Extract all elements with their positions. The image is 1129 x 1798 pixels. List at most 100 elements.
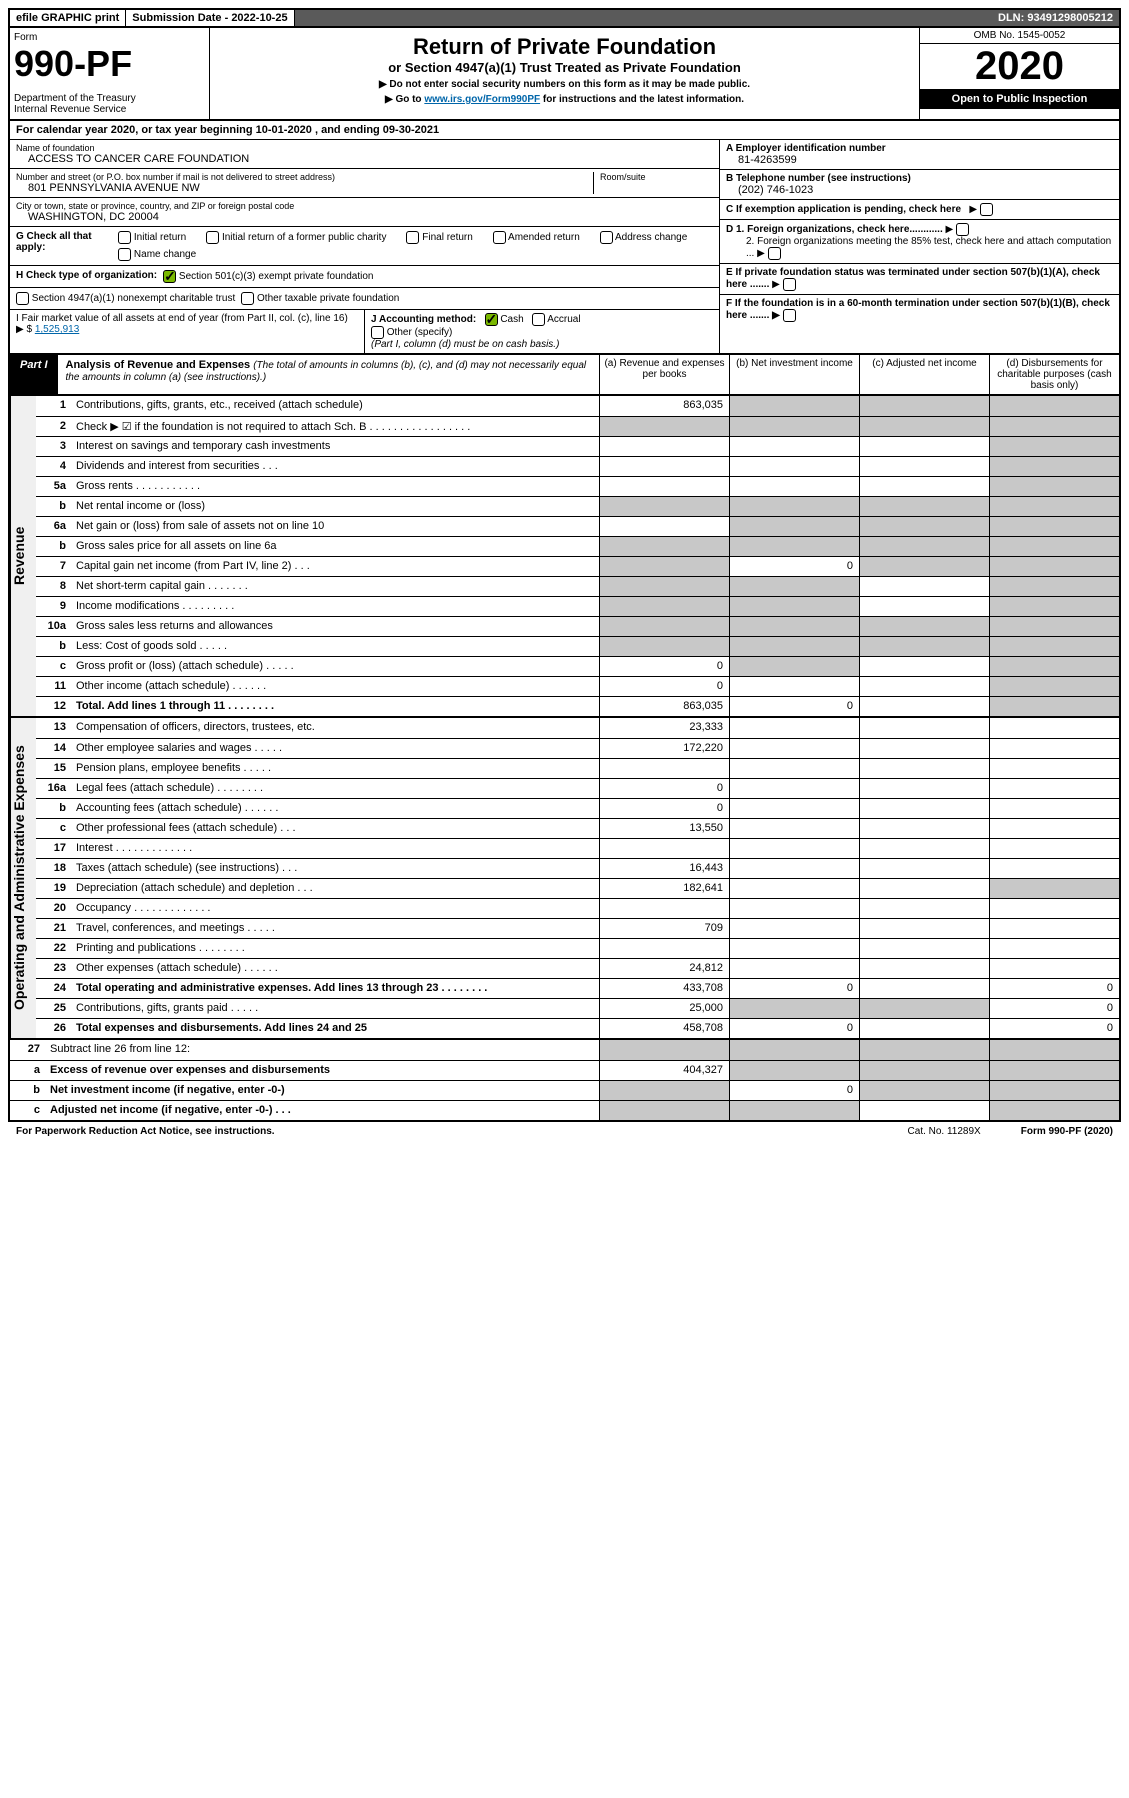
value-cell-a	[599, 417, 729, 436]
value-cell-c	[859, 557, 989, 576]
value-cell-b: 0	[729, 1019, 859, 1038]
line-number: 1	[36, 396, 72, 416]
line-number: c	[10, 1101, 46, 1120]
checkbox[interactable]	[16, 292, 29, 305]
value-cell-c	[859, 497, 989, 516]
value-cell-a	[599, 537, 729, 556]
checkbox[interactable]	[118, 231, 131, 244]
value-cell-d: 0	[989, 999, 1119, 1018]
value-cell-d	[989, 919, 1119, 938]
table-row: 18Taxes (attach schedule) (see instructi…	[36, 858, 1119, 878]
g-check-row: G Check all that apply: Initial return I…	[10, 227, 719, 266]
g-opt: Name change	[118, 248, 196, 261]
value-cell-d	[989, 939, 1119, 958]
checkbox[interactable]	[956, 223, 969, 236]
line-number: 6a	[36, 517, 72, 536]
line-number: 18	[36, 859, 72, 878]
checkbox[interactable]	[783, 278, 796, 291]
checkbox[interactable]	[768, 247, 781, 260]
value-cell-d	[989, 637, 1119, 656]
checkbox[interactable]	[406, 231, 419, 244]
line-text: Less: Cost of goods sold . . . . .	[72, 637, 599, 656]
line-text: Occupancy . . . . . . . . . . . . .	[72, 899, 599, 918]
checkbox[interactable]	[783, 309, 796, 322]
checkbox[interactable]	[206, 231, 219, 244]
line-number: 17	[36, 839, 72, 858]
value-cell-c	[859, 779, 989, 798]
value-cell-a: 404,327	[599, 1061, 729, 1080]
value-cell-a	[599, 759, 729, 778]
checkbox[interactable]	[118, 248, 131, 261]
value-cell-d	[989, 577, 1119, 596]
line-number: b	[36, 637, 72, 656]
value-cell-a	[599, 557, 729, 576]
table-row: 27Subtract line 26 from line 12:	[10, 1040, 1119, 1060]
j-cell: J Accounting method: Cash Accrual Other …	[364, 310, 719, 353]
line-text: Total operating and administrative expen…	[72, 979, 599, 998]
form-label: Form	[14, 32, 205, 43]
part1-table: Revenue 1Contributions, gifts, grants, e…	[8, 396, 1121, 1122]
value-cell-a	[599, 517, 729, 536]
line-text: Net short-term capital gain . . . . . . …	[72, 577, 599, 596]
line-text: Check ▶ ☑ if the foundation is not requi…	[72, 417, 599, 436]
value-cell-a: 182,641	[599, 879, 729, 898]
foundation-name-cell: Name of foundation ACCESS TO CANCER CARE…	[10, 140, 719, 169]
city-cell: City or town, state or province, country…	[10, 198, 719, 227]
line-number: 23	[36, 959, 72, 978]
value-cell-b	[729, 637, 859, 656]
instr-2: ▶ Go to www.irs.gov/Form990PF for instru…	[216, 94, 913, 105]
value-cell-c	[859, 739, 989, 758]
checkbox-checked[interactable]	[163, 270, 176, 283]
value-cell-b	[729, 457, 859, 476]
value-cell-d	[989, 879, 1119, 898]
checkbox[interactable]	[493, 231, 506, 244]
value-cell-a: 863,035	[599, 396, 729, 416]
top-bar: efile GRAPHIC print Submission Date - 20…	[8, 8, 1121, 28]
checkbox[interactable]	[600, 231, 613, 244]
line-text: Gross profit or (loss) (attach schedule)…	[72, 657, 599, 676]
form-number: 990-PF	[14, 43, 205, 85]
line-text: Gross rents . . . . . . . . . . .	[72, 477, 599, 496]
value-cell-b	[729, 939, 859, 958]
efile-label: efile GRAPHIC print	[10, 10, 126, 26]
value-cell-b: 0	[729, 557, 859, 576]
expenses-side-label: Operating and Administrative Expenses	[10, 718, 36, 1038]
value-cell-d	[989, 437, 1119, 456]
line-text: Compensation of officers, directors, tru…	[72, 718, 599, 738]
line-text: Accounting fees (attach schedule) . . . …	[72, 799, 599, 818]
value-cell-b	[729, 597, 859, 616]
table-row: 10aGross sales less returns and allowanc…	[36, 616, 1119, 636]
checkbox[interactable]	[980, 203, 993, 216]
line-text: Other expenses (attach schedule) . . . .…	[72, 959, 599, 978]
value-cell-d	[989, 859, 1119, 878]
line-text: Income modifications . . . . . . . . .	[72, 597, 599, 616]
checkbox-accrual[interactable]	[532, 313, 545, 326]
value-cell-c	[859, 759, 989, 778]
form-title: Return of Private Foundation	[216, 34, 913, 60]
line-text: Contributions, gifts, grants, etc., rece…	[72, 396, 599, 416]
line-text: Capital gain net income (from Part IV, l…	[72, 557, 599, 576]
line-text: Legal fees (attach schedule) . . . . . .…	[72, 779, 599, 798]
line-number: 22	[36, 939, 72, 958]
value-cell-b: 0	[729, 1081, 859, 1100]
value-cell-a: 13,550	[599, 819, 729, 838]
value-cell-a: 24,812	[599, 959, 729, 978]
checkbox-other[interactable]	[371, 326, 384, 339]
line-text: Total. Add lines 1 through 11 . . . . . …	[72, 697, 599, 716]
checkbox-cash[interactable]	[485, 313, 498, 326]
value-cell-b	[729, 1061, 859, 1080]
table-row: 2Check ▶ ☑ if the foundation is not requ…	[36, 416, 1119, 436]
value-cell-d	[989, 617, 1119, 636]
table-row: bNet investment income (if negative, ent…	[10, 1080, 1119, 1100]
irs-link[interactable]: www.irs.gov/Form990PF	[424, 94, 540, 105]
table-row: 23Other expenses (attach schedule) . . .…	[36, 958, 1119, 978]
table-row: aExcess of revenue over expenses and dis…	[10, 1060, 1119, 1080]
value-cell-d	[989, 477, 1119, 496]
value-cell-b	[729, 517, 859, 536]
value-cell-c	[859, 417, 989, 436]
value-cell-c	[859, 457, 989, 476]
value-cell-b	[729, 477, 859, 496]
checkbox[interactable]	[241, 292, 254, 305]
value-cell-b	[729, 879, 859, 898]
value-cell-c	[859, 919, 989, 938]
